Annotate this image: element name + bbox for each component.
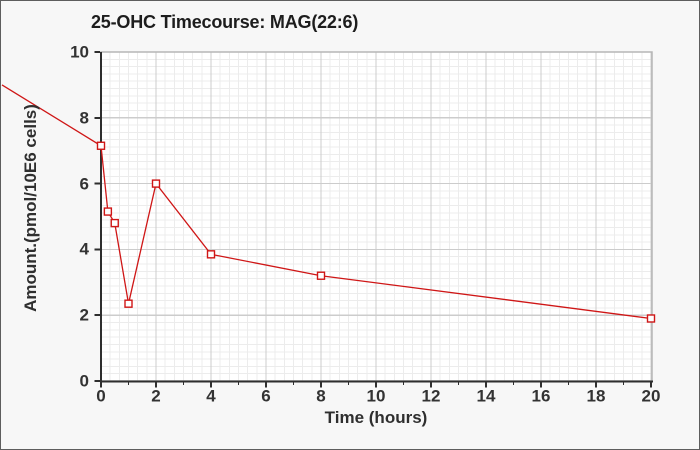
x-axis-label: Time (hours) xyxy=(324,408,428,427)
y-axis-label: Amount.(pmol/10E6 cells) xyxy=(21,104,40,312)
x-tick-label: 0 xyxy=(96,386,106,406)
data-point-marker xyxy=(646,314,656,323)
x-tick-label: 16 xyxy=(531,386,551,406)
x-tick-label: 10 xyxy=(366,386,386,406)
x-tick-label: 12 xyxy=(421,386,441,406)
data-point-marker xyxy=(316,271,326,280)
x-tick-label: 4 xyxy=(206,386,216,406)
data-point-marker xyxy=(151,179,161,188)
chart-title: 25-OHC Timecourse: MAG(22:6) xyxy=(91,12,359,32)
data-point-marker xyxy=(110,218,119,228)
x-tick-label: 8 xyxy=(316,386,326,406)
y-tick-label: 10 xyxy=(70,42,89,62)
y-tick-label: 8 xyxy=(79,108,89,128)
y-tick-label: 2 xyxy=(79,305,89,325)
x-tick-label: 6 xyxy=(261,386,271,406)
y-tick-label: 4 xyxy=(79,239,89,259)
x-tick-label: 2 xyxy=(151,386,161,406)
data-point-marker xyxy=(206,250,216,259)
x-tick-label: 18 xyxy=(586,386,606,406)
x-tick-label: 14 xyxy=(476,386,496,406)
data-point-marker xyxy=(96,141,106,150)
data-point-marker xyxy=(124,299,133,308)
x-tick-label: 20 xyxy=(641,386,661,406)
y-tick-label: 0 xyxy=(79,371,89,391)
y-tick-label: 6 xyxy=(79,174,89,194)
data-point-marker xyxy=(103,207,113,216)
